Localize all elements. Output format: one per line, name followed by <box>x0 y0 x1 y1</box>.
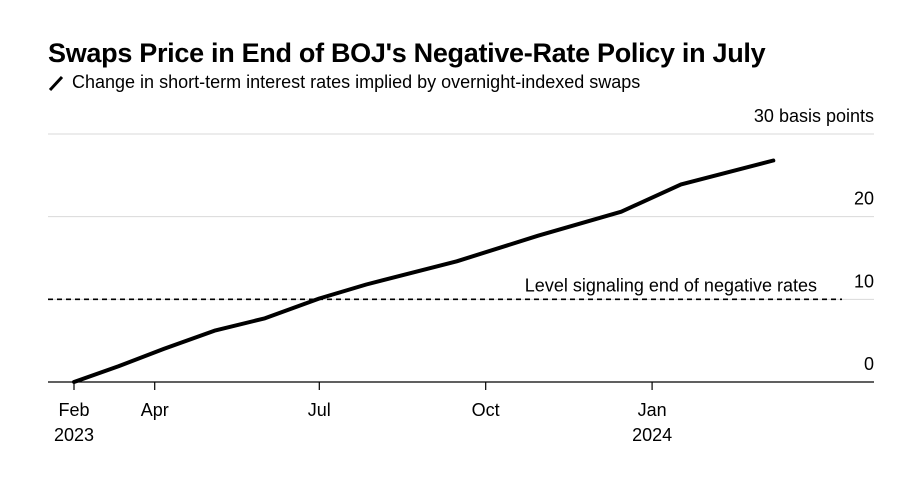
line-legend-icon <box>48 75 64 91</box>
series-group <box>72 158 776 384</box>
y-axis: 0 10 20 30 basis points <box>754 106 874 374</box>
y-tick-label-30: 30 basis points <box>754 106 874 126</box>
x-axis: Feb 2023 Apr Jul Oct Jan 2024 <box>54 382 672 445</box>
chart-subtitle-text: Change in short-term interest rates impl… <box>72 72 641 92</box>
y-tick-label-20: 20 <box>854 189 874 209</box>
chart-subtitle: Change in short-term interest rates impl… <box>48 72 640 93</box>
x-tick-label-jul: Jul <box>308 400 331 420</box>
x-tick-label-apr: Apr <box>141 400 169 420</box>
reference-line-label: Level signaling end of negative rates <box>525 275 817 295</box>
x-tick-label-jan: Jan <box>638 400 667 420</box>
x-tick-year-2024: 2024 <box>632 425 672 445</box>
x-tick-label-feb: Feb <box>58 400 89 420</box>
x-tick-year-2023: 2023 <box>54 425 94 445</box>
x-tick-label-oct: Oct <box>472 400 500 420</box>
y-tick-label-0: 0 <box>864 354 874 374</box>
y-tick-label-10: 10 <box>854 271 874 291</box>
reference-line-group: Level signaling end of negative rates <box>48 275 842 301</box>
series-line-0 <box>72 158 776 384</box>
chart-title: Swaps Price in End of BOJ's Negative-Rat… <box>48 38 766 68</box>
